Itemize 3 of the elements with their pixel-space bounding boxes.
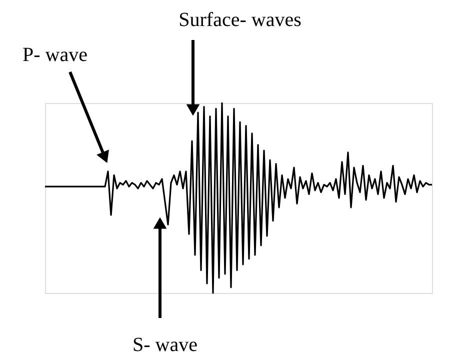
text: P- wave — [22, 44, 88, 66]
text: S- wave — [132, 334, 198, 356]
text: Surface- waves — [178, 9, 302, 31]
